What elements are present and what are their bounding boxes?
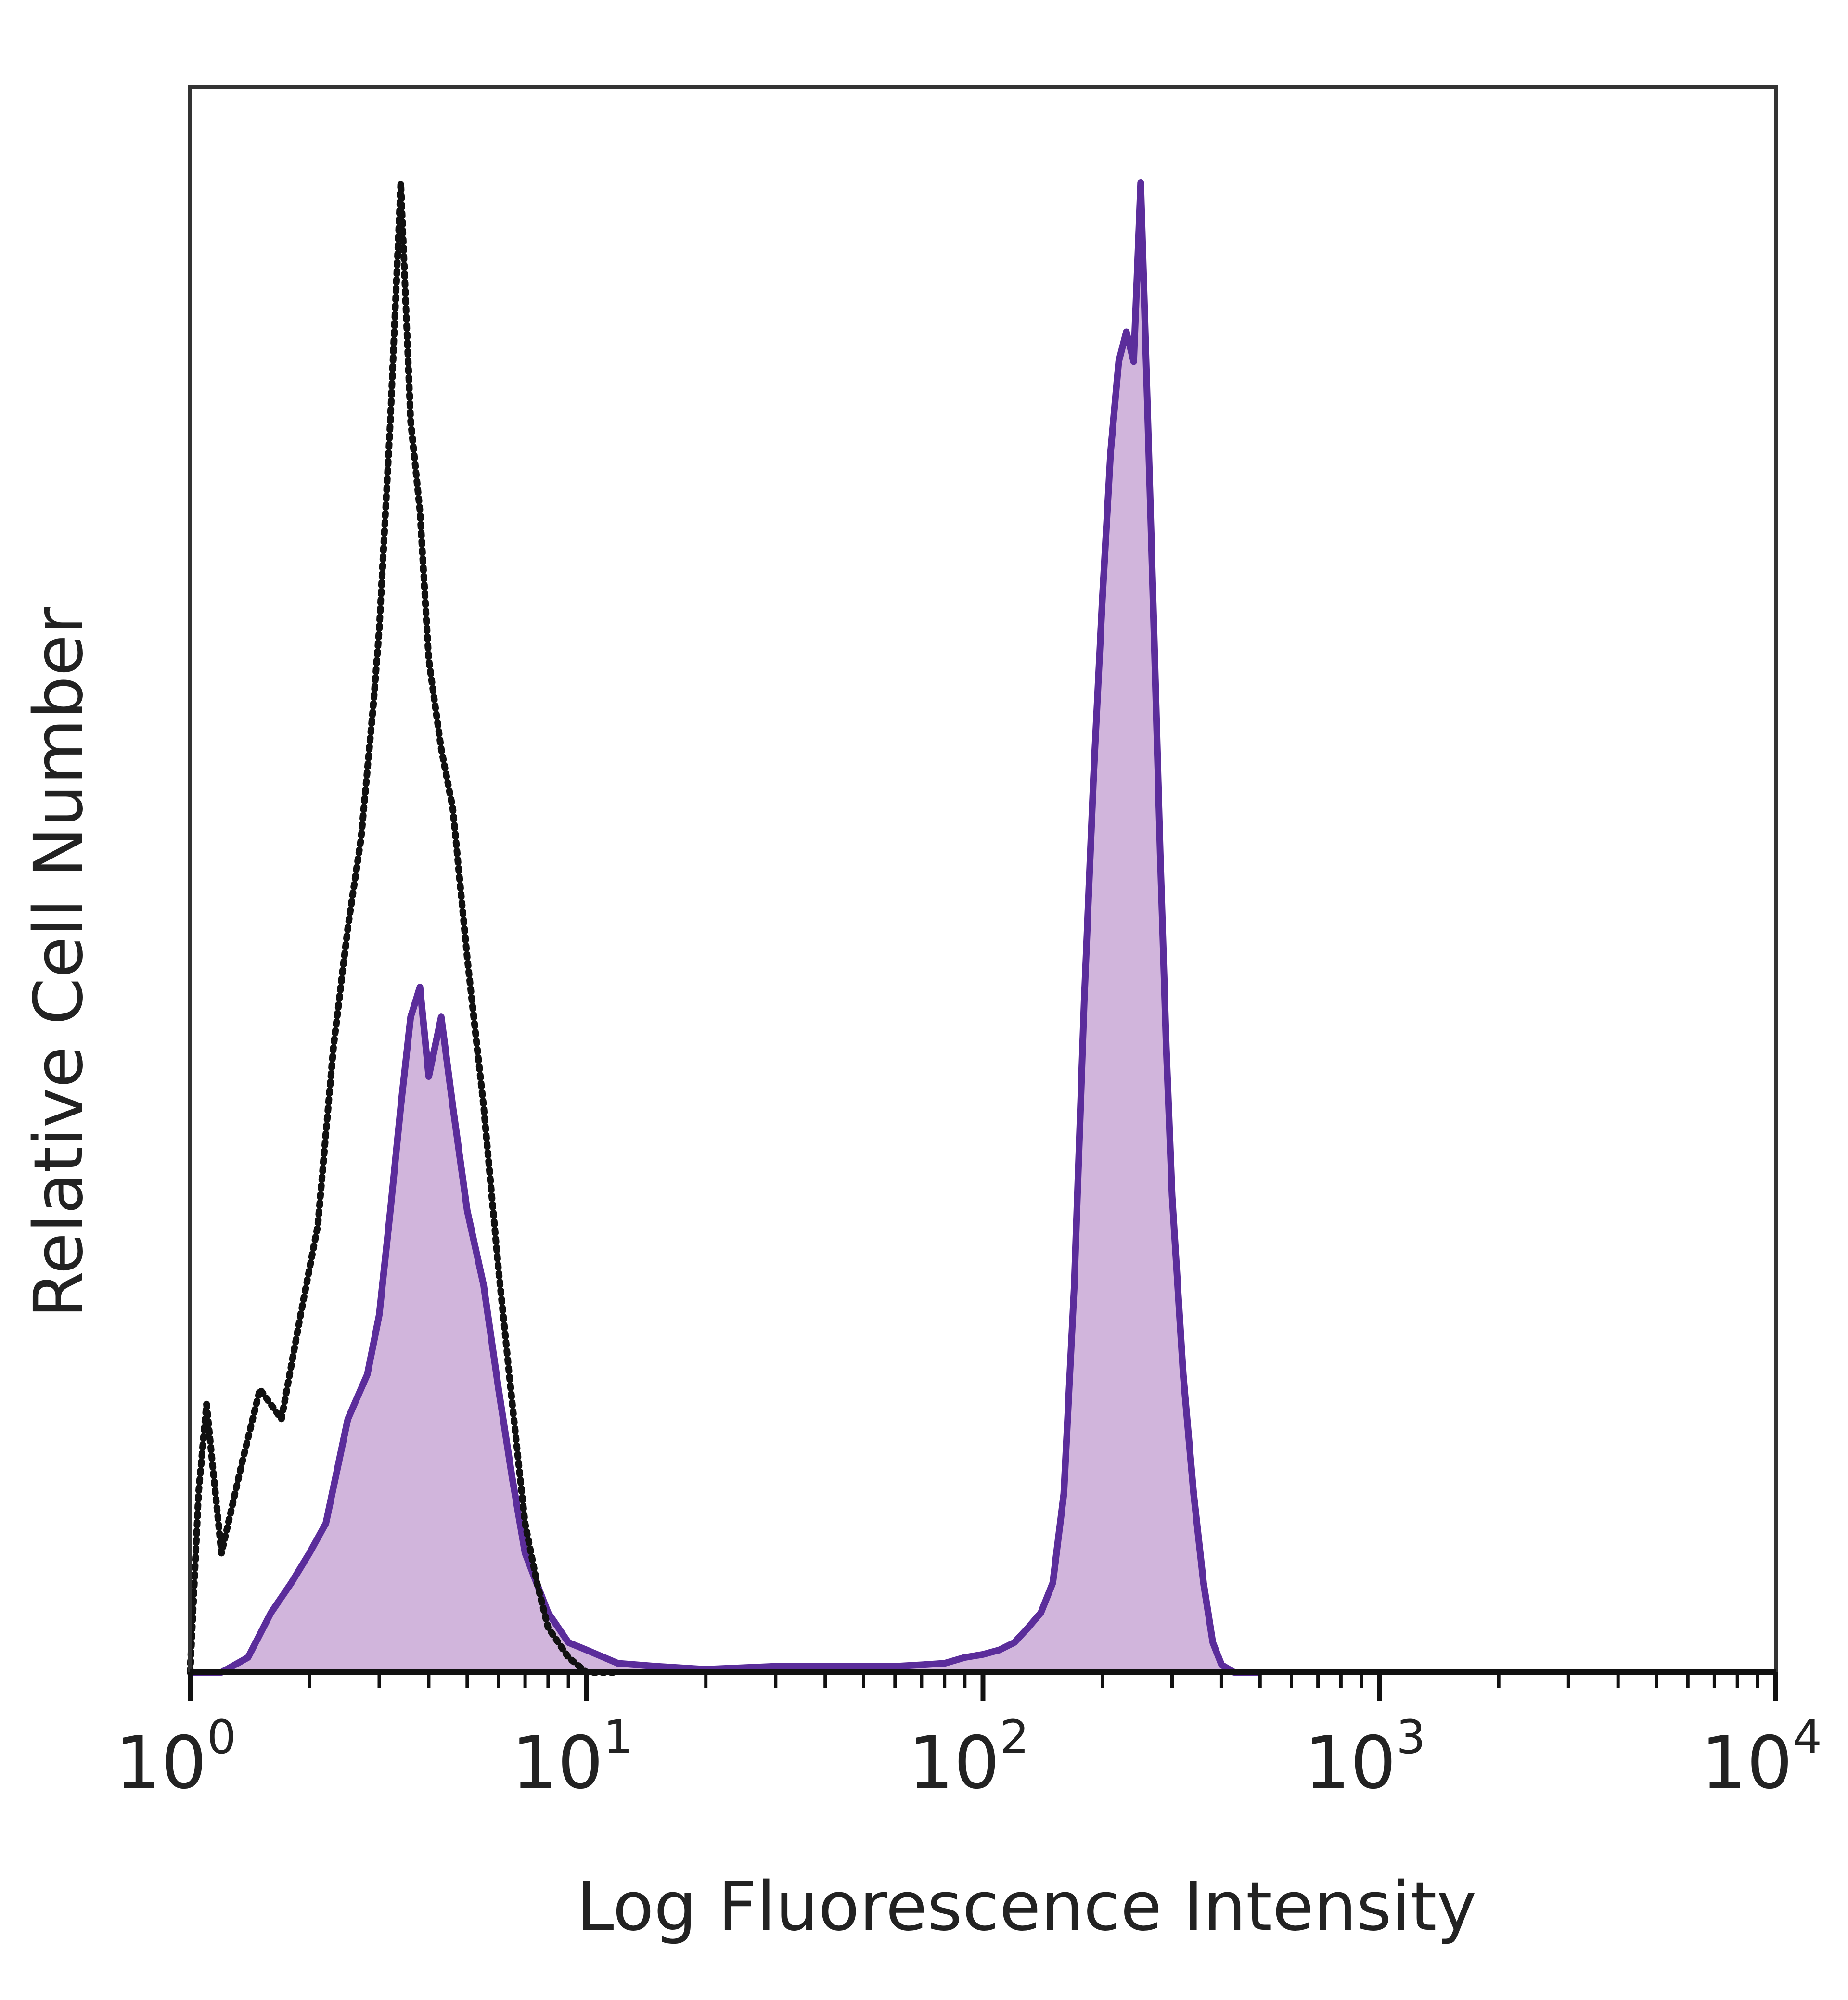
x-tick-label: 102: [908, 1710, 1029, 1805]
series-dotted-outline: [187, 179, 621, 1676]
x-tick-label: 100: [115, 1710, 236, 1805]
y-axis-label: Relative Cell Number: [20, 607, 98, 1318]
series-layer: [187, 179, 1264, 1676]
series-filled-outline: [187, 179, 1264, 1676]
series-filled-area: [190, 183, 1260, 1672]
x-tick-labels: 100 101 102 103 104: [115, 1710, 1822, 1805]
x-axis-label: Log Fluorescence Intensity: [577, 1868, 1477, 1946]
x-tick-label: 104: [1701, 1710, 1822, 1805]
x-axis-ticks: [188, 1672, 1778, 1701]
x-tick-label: 103: [1304, 1710, 1425, 1805]
x-tick-label: 101: [512, 1710, 633, 1805]
